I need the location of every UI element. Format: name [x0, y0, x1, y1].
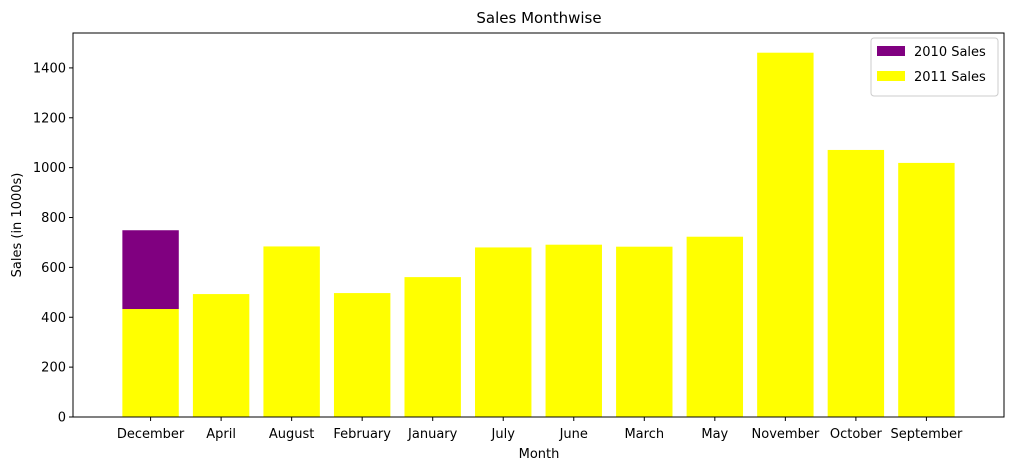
y-tick-label: 200 [41, 361, 66, 376]
x-tick-label: May [701, 427, 728, 442]
x-tick-label: April [206, 427, 236, 442]
y-tick-label: 400 [41, 311, 66, 326]
bar-2011-sales-october [827, 149, 885, 417]
legend-swatch [877, 46, 905, 56]
y-tick-label: 1400 [33, 61, 66, 76]
x-tick-label: November [752, 427, 820, 442]
x-axis-label: Month [519, 447, 560, 462]
bar-2011-sales-march [616, 246, 673, 417]
bar-2011-sales-april [192, 294, 250, 417]
x-tick-label: July [491, 427, 516, 442]
bars-layer [122, 52, 955, 417]
x-tick-label: December [117, 427, 185, 442]
legend: 2010 Sales 2011 Sales [870, 37, 999, 97]
bar-2011-sales-july [475, 247, 532, 417]
x-tick-label: August [269, 427, 315, 442]
bar-2010-sales-december [122, 230, 179, 310]
legend-label: 2011 Sales [914, 70, 986, 85]
x-tick-label: February [333, 427, 391, 442]
x-tick-label: January [407, 427, 458, 442]
legend-swatch [877, 71, 905, 81]
y-tick-label: 600 [41, 261, 66, 276]
x-tick-label: September [890, 427, 963, 442]
y-tick-label: 0 [58, 411, 66, 426]
bar-2011-sales-november [757, 52, 814, 417]
bar-2011-sales-december [122, 309, 179, 417]
y-axis: 0 200 400 600 800 1000 1200 1400 [33, 61, 73, 426]
bar-2011-sales-september [898, 162, 955, 417]
x-tick-label: October [830, 427, 883, 442]
bar-2011-sales-january [404, 277, 461, 417]
y-axis-label: Sales (in 1000s) [10, 173, 25, 278]
y-tick-label: 1200 [33, 111, 66, 126]
x-tick-label: March [624, 427, 664, 442]
plot-frame [72, 32, 1005, 418]
x-axis: December April August February January July Ju… [117, 417, 963, 442]
y-tick-label: 1000 [33, 161, 66, 176]
chart-title: Sales Monthwise [476, 9, 601, 27]
bar-2011-sales-february [333, 293, 391, 417]
bar-2011-sales-june [545, 244, 602, 417]
y-tick-label: 800 [41, 211, 66, 226]
legend-label: 2010 Sales [914, 45, 986, 60]
bar-2011-sales-august [263, 246, 320, 417]
x-tick-label: June [559, 427, 588, 442]
bar-2011-sales-may [686, 236, 744, 417]
